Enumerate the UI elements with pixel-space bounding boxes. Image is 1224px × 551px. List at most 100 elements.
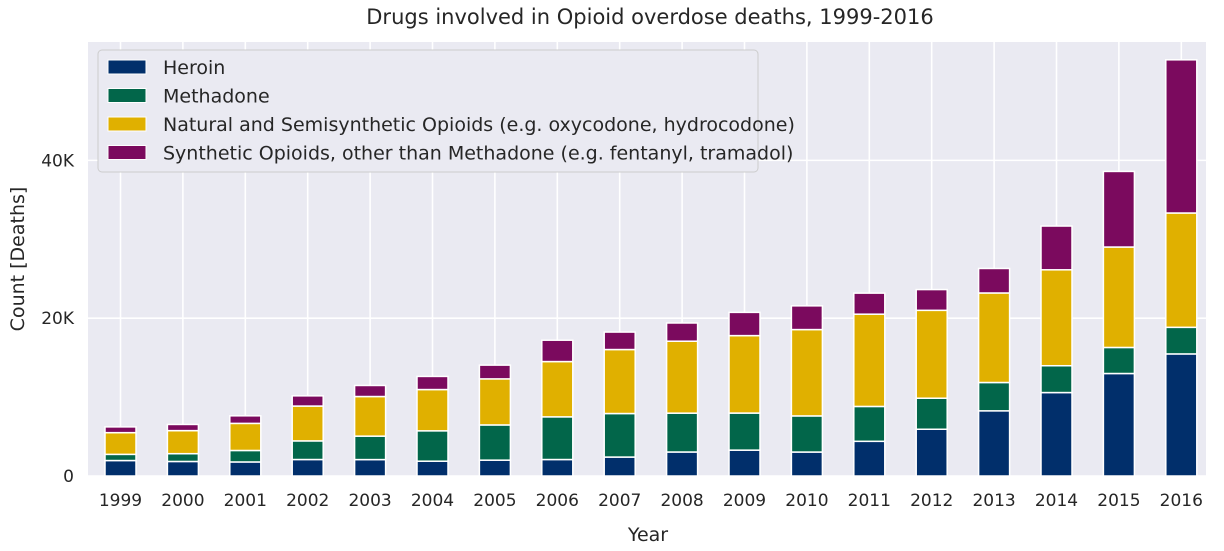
bar-segment-2007-s3 <box>603 331 636 351</box>
bar-segment-1999-s2 <box>104 431 137 456</box>
x-tick-label: 2006 <box>536 491 579 511</box>
bar-segment-2010-s2 <box>790 328 824 417</box>
bar-segment-2000-s0 <box>166 460 200 477</box>
legend-label: Synthetic Opioids, other than Methadone … <box>163 143 793 165</box>
bar-segment-2016-s1 <box>1165 326 1198 355</box>
bar-segment-2010-s0 <box>790 451 824 477</box>
bar-segment-2016-s3 <box>1165 59 1198 214</box>
bar-segment-2005-s3 <box>478 364 512 380</box>
x-tick-label: 2016 <box>1160 491 1203 511</box>
bar-segment-2013-s1 <box>977 381 1011 412</box>
bar-segment-2002-s2 <box>291 405 324 442</box>
legend-label: Natural and Semisynthetic Opioids (e.g. … <box>163 114 795 136</box>
bar-segment-2015-s3 <box>1102 170 1136 248</box>
legend-label: Heroin <box>163 57 225 79</box>
x-axis-label: Year <box>627 524 668 546</box>
bar-segment-2003-s2 <box>353 395 387 437</box>
bar-segment-2011-s2 <box>853 313 886 408</box>
legend-box <box>97 49 759 173</box>
bar-segment-2011-s3 <box>853 292 886 315</box>
bar-segment-2003-s3 <box>353 384 387 398</box>
bar-segment-2006-s2 <box>541 360 574 418</box>
legend-swatch <box>107 145 147 160</box>
bar-segment-2002-s0 <box>291 458 324 477</box>
bar-segment-2010-s1 <box>790 415 824 453</box>
bar-segment-2015-s0 <box>1102 372 1136 477</box>
chart-title: Drugs involved in Opioid overdose deaths… <box>366 5 933 29</box>
bar-segment-2009-s0 <box>728 449 761 477</box>
legend-label: Methadone <box>163 86 270 108</box>
bar-segment-2005-s2 <box>478 378 512 426</box>
bar-segment-2012-s2 <box>915 309 948 399</box>
legend: Heroin Methadone Natural and Semisynthetic… <box>97 49 795 173</box>
bar-segment-2000-s2 <box>166 429 200 455</box>
x-tick-label: 2004 <box>411 491 454 511</box>
x-tick-label: 2001 <box>224 491 267 511</box>
bar-segment-2001-s3 <box>229 415 262 425</box>
bar-segment-2006-s1 <box>541 416 574 461</box>
bar-segment-1999-s1 <box>104 453 137 462</box>
x-tick-label: 2015 <box>1097 491 1140 511</box>
bar-segment-2013-s2 <box>977 292 1011 384</box>
x-tick-labels: 1999 2000 2001 2002 2003 2004 2005 2006 2007 2008… <box>99 491 1203 511</box>
bar-segment-2014-s0 <box>1040 391 1073 477</box>
bar-segment-2016-s2 <box>1165 212 1198 329</box>
bar-segment-2001-s2 <box>229 422 262 452</box>
bar-segment-2013-s0 <box>977 410 1011 477</box>
bar-segment-2012-s1 <box>915 397 948 430</box>
bar-segment-2013-s3 <box>977 267 1011 294</box>
bar-segment-2008-s1 <box>665 412 699 453</box>
y-tick-label: 0 <box>63 467 74 487</box>
x-tick-label: 1999 <box>99 491 142 511</box>
legend-swatch <box>107 88 147 103</box>
bar-segment-2008-s0 <box>665 451 699 477</box>
bar-segment-2012-s3 <box>915 288 948 312</box>
bar-segment-2009-s1 <box>728 412 761 451</box>
y-tick-label: 20K <box>41 309 75 329</box>
legend-swatch <box>107 59 147 75</box>
bar-segment-2001-s0 <box>229 461 262 477</box>
bar-segment-2007-s2 <box>603 348 636 415</box>
x-tick-label: 2012 <box>910 491 953 511</box>
x-tick-label: 2005 <box>473 491 516 511</box>
x-tick-label: 2002 <box>286 491 329 511</box>
bar-segment-2015-s2 <box>1102 246 1136 349</box>
bar-segment-2011-s0 <box>853 440 886 477</box>
bar-segment-2001-s1 <box>229 449 262 463</box>
bar-segment-2003-s1 <box>353 435 387 461</box>
bar-segment-2012-s0 <box>915 428 948 477</box>
x-tick-label: 2009 <box>723 491 766 511</box>
bar-segment-2014-s2 <box>1040 269 1073 367</box>
bar-segment-2003-s0 <box>353 458 387 477</box>
x-tick-label: 2007 <box>598 491 641 511</box>
x-tick-label: 2000 <box>161 491 204 511</box>
bars <box>104 59 1198 477</box>
bar-segment-2014-s3 <box>1040 225 1073 271</box>
bar-segment-2000-s3 <box>166 423 200 432</box>
x-tick-label: 2008 <box>660 491 703 511</box>
bar-segment-2004-s2 <box>416 388 449 432</box>
bar-segment-2015-s1 <box>1102 346 1136 375</box>
bar-segment-2009-s3 <box>728 311 761 337</box>
bar-segment-2016-s0 <box>1165 353 1198 477</box>
x-tick-label: 2003 <box>348 491 391 511</box>
bar-segment-2004-s0 <box>416 460 449 477</box>
y-tick-labels: 0 20K 40K <box>41 151 75 487</box>
bar-segment-2014-s1 <box>1040 364 1073 394</box>
bar-segment-2005-s1 <box>478 424 512 461</box>
bar-segment-2004-s1 <box>416 430 449 462</box>
legend-swatch <box>107 116 147 132</box>
bar-segment-2006-s0 <box>541 458 574 477</box>
bar-segment-2009-s2 <box>728 334 761 414</box>
bar-segment-2000-s1 <box>166 452 200 463</box>
bar-segment-2006-s3 <box>541 339 574 363</box>
x-tick-label: 2013 <box>972 491 1015 511</box>
bar-segment-2010-s3 <box>790 305 824 331</box>
bar-segment-2008-s3 <box>665 322 699 342</box>
y-axis-label: Count [Deaths] <box>7 187 29 332</box>
y-tick-label: 40K <box>41 151 75 171</box>
bar-segment-2004-s3 <box>416 375 449 391</box>
bar-segment-2002-s1 <box>291 440 324 461</box>
x-tick-label: 2011 <box>848 491 891 511</box>
